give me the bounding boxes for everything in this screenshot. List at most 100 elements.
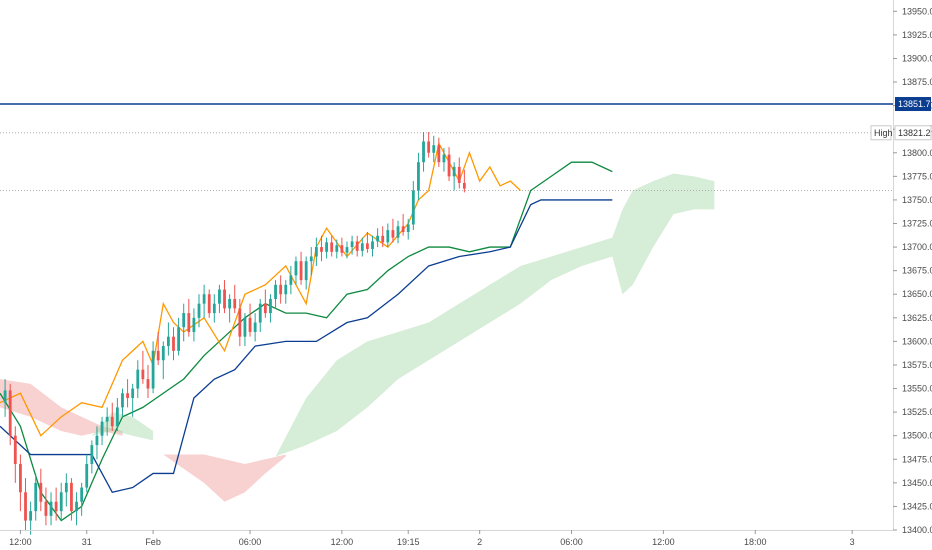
candle-body[interactable] [85, 463, 89, 488]
candle-body[interactable] [105, 416, 109, 422]
candle-body[interactable] [457, 166, 461, 183]
candle-body[interactable] [3, 390, 7, 403]
candle-body[interactable] [289, 275, 293, 285]
candle-body[interactable] [427, 141, 431, 153]
candle-body[interactable] [233, 298, 237, 309]
candle-body[interactable] [95, 435, 99, 446]
candle-body[interactable] [80, 487, 84, 502]
candle-body[interactable] [345, 247, 349, 253]
candle-body[interactable] [197, 303, 201, 318]
candle-body[interactable] [320, 247, 323, 252]
candle-body[interactable] [146, 379, 150, 389]
candle-body[interactable] [386, 230, 390, 243]
candle-body[interactable] [115, 407, 119, 427]
candle-body[interactable] [19, 463, 22, 493]
candle-body[interactable] [121, 393, 124, 408]
candle-body[interactable] [223, 289, 226, 309]
candle-body[interactable] [156, 350, 160, 361]
candle-body[interactable] [182, 313, 186, 328]
candle-body[interactable] [207, 294, 211, 314]
candle-body[interactable] [238, 308, 242, 337]
candle-body[interactable] [13, 435, 17, 464]
candle-body[interactable] [294, 261, 298, 276]
candle-body[interactable] [44, 501, 48, 516]
candle-body[interactable] [54, 501, 58, 512]
candle-body[interactable] [8, 390, 12, 436]
candle-body[interactable] [376, 235, 380, 242]
candle-body[interactable] [355, 241, 359, 251]
candle-body[interactable] [330, 242, 334, 252]
candle-body[interactable] [141, 369, 145, 380]
candle-body[interactable] [304, 261, 308, 281]
candle-body[interactable] [279, 284, 283, 295]
candle-body[interactable] [462, 182, 466, 189]
candle-body[interactable] [284, 284, 288, 295]
level-badge[interactable] [895, 97, 931, 112]
candle-body[interactable] [70, 482, 73, 512]
candle-body[interactable] [29, 511, 33, 521]
candle-body[interactable] [151, 350, 155, 389]
candle-body[interactable] [335, 245, 339, 252]
candle-body[interactable] [90, 445, 94, 464]
candle-body[interactable] [100, 421, 104, 436]
candle-body[interactable] [110, 416, 114, 427]
candle-body[interactable] [437, 145, 441, 163]
candle-body[interactable] [452, 166, 456, 177]
candle-body[interactable] [59, 492, 63, 512]
candle-body[interactable] [192, 317, 196, 332]
candle-body[interactable] [269, 298, 272, 314]
candle-body[interactable] [166, 336, 170, 347]
candle-body[interactable] [417, 162, 420, 191]
y-tick-label: 13700.0 [902, 242, 932, 252]
candle-body[interactable] [248, 317, 252, 332]
candle-body[interactable] [309, 256, 313, 262]
candle-body[interactable] [187, 313, 191, 332]
candle-body[interactable] [360, 243, 364, 251]
candle-body[interactable] [75, 501, 78, 512]
candle-body[interactable] [263, 303, 267, 314]
candle-body[interactable] [218, 289, 221, 304]
candle-body[interactable] [34, 482, 38, 512]
candle-body[interactable] [422, 141, 425, 163]
candle-body[interactable] [258, 303, 262, 323]
candle-body[interactable] [366, 243, 369, 249]
y-tick-label: 13725.0 [902, 219, 932, 229]
candle-body[interactable] [432, 145, 436, 153]
candle-body[interactable] [253, 322, 257, 332]
candle-body[interactable] [406, 224, 410, 232]
candle-body[interactable] [212, 303, 216, 314]
y-tick-label: 13775.0 [902, 171, 932, 181]
candle-body[interactable] [391, 230, 395, 238]
candle-body[interactable] [136, 369, 140, 389]
candle-body[interactable] [49, 501, 53, 516]
candle-body[interactable] [447, 154, 451, 177]
candle-body[interactable] [126, 393, 129, 398]
series-lagging-span[interactable] [0, 141, 521, 437]
x-tick-label: 31 [82, 537, 92, 547]
candle-body[interactable] [243, 317, 247, 337]
candle-body[interactable] [381, 235, 385, 243]
candle-body[interactable] [411, 190, 415, 225]
candle-body[interactable] [39, 482, 43, 502]
candle-body[interactable] [299, 261, 303, 281]
candle-body[interactable] [228, 298, 232, 309]
candle-body[interactable] [314, 247, 318, 257]
candle-body[interactable] [350, 241, 354, 248]
candle-body[interactable] [371, 241, 374, 249]
candle-body[interactable] [64, 482, 68, 493]
candle-body[interactable] [442, 154, 446, 163]
candle-body[interactable] [24, 492, 27, 521]
candle-body[interactable] [177, 327, 181, 351]
series-base-line[interactable] [0, 199, 613, 494]
candle-body[interactable] [161, 346, 165, 361]
candle-body[interactable] [131, 388, 135, 398]
candle-body[interactable] [274, 284, 277, 299]
candle-body[interactable] [396, 226, 400, 238]
candle-body[interactable] [340, 245, 344, 253]
candle-body[interactable] [325, 242, 328, 252]
candle-body[interactable] [202, 294, 206, 304]
candle-body[interactable] [172, 336, 175, 351]
candle-body[interactable] [401, 226, 405, 232]
